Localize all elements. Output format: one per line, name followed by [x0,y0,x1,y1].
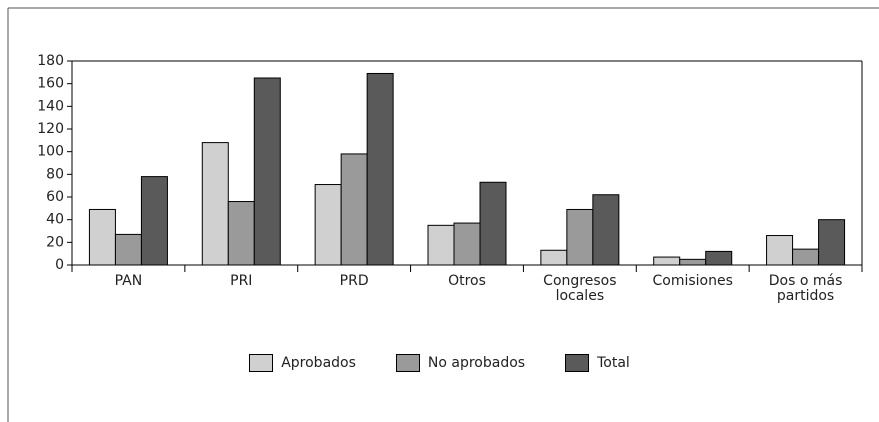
legend-item: No aprobados [395,354,526,372]
bar [566,208,594,266]
x-tick-label: Congresos locales [543,273,617,304]
x-tick-label: Dos o más partidos [768,273,843,304]
bar [427,224,455,266]
legend-item: Aprobados [249,354,356,372]
x-tick-label: Otros [448,273,486,289]
y-tick-label: 60 [46,189,64,205]
y-tick-label: 40 [46,212,64,228]
legend-label: Total [597,355,630,371]
bar [314,184,342,266]
bar [88,208,116,266]
bar [253,77,281,266]
legend-swatch [395,354,420,372]
bar [366,72,394,266]
bar [140,176,168,266]
legend-label: Aprobados [281,355,356,371]
bar [679,258,707,266]
x-tick-label: PAN [114,273,143,289]
y-tick-label: 140 [37,98,64,114]
x-tick-label: PRD [339,273,369,289]
y-tick-label: 20 [46,234,64,250]
bar [705,250,733,266]
legend-swatch [249,354,274,372]
x-tick-label: PRI [230,273,253,289]
bar [340,153,368,266]
bar [540,249,568,266]
y-tick-label: 100 [37,144,64,160]
bar [653,256,681,266]
bar [453,222,481,266]
y-tick-label: 160 [37,76,64,92]
bar [201,142,229,266]
y-tick-label: 80 [46,166,64,182]
legend-swatch [565,354,590,372]
bar [818,219,846,266]
y-tick-label: 0 [55,257,64,273]
legend-item: Total [565,354,630,372]
legend: Aprobados No aprobados Total [0,354,879,372]
bar [227,201,255,266]
x-tick-label: Comisiones [652,273,733,289]
bar [592,194,620,266]
bar [479,181,507,266]
y-tick-label: 180 [37,53,64,69]
legend-label: No aprobados [427,355,526,371]
bar [792,248,820,266]
bar [114,233,142,266]
y-tick-label: 120 [37,121,64,137]
bar [766,235,794,266]
